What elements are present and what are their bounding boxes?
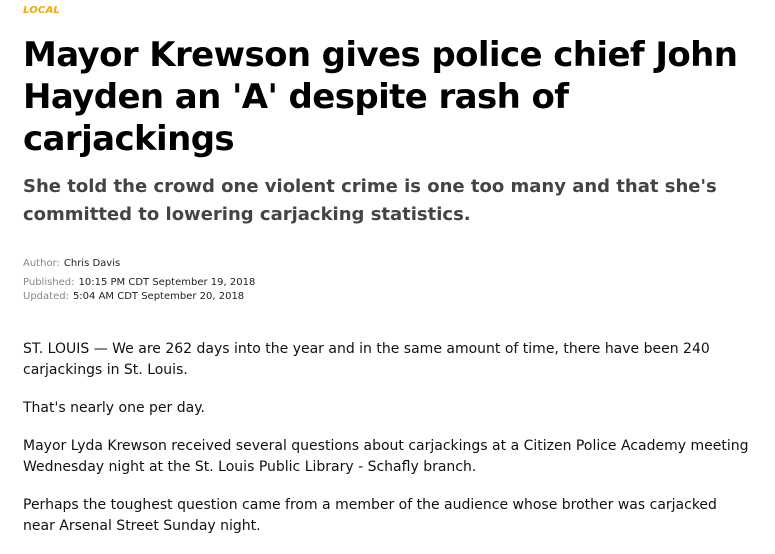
body-paragraph: Mayor Lyda Krewson received several ques… [23,438,749,475]
section-label-local[interactable]: LOCAL [23,5,60,16]
meta-author-row: Author: Chris Davis [23,256,255,272]
article-meta: Author: Chris Davis Published: 10:15 PM CD… [23,256,255,305]
meta-author-label: Author: [23,258,60,269]
meta-updated-row: Updated: 5:04 AM CDT September 20, 2018 [23,289,255,305]
body-paragraph: That's nearly one per day. [23,400,205,416]
meta-published-value: 10:15 PM CDT September 19, 2018 [78,277,256,288]
meta-updated-value: 5:04 AM CDT September 20, 2018 [72,291,245,302]
meta-published-label: Published: [23,277,75,288]
meta-published-row: Published: 10:15 PM CDT September 19, 201… [23,275,255,291]
body-paragraph: Perhaps the toughest question came from … [23,497,717,534]
author-link[interactable]: Chris Davis [63,258,121,269]
body-paragraph: ST. LOUIS — We are 262 days into the yea… [23,341,710,378]
article-subhead: She told the crowd one violent crime is … [23,176,717,225]
meta-updated-label: Updated: [23,291,69,302]
article-body: ST. LOUIS — We are 262 days into the yea… [23,339,751,554]
article-headline: Mayor Krewson gives police chief John Ha… [23,35,738,159]
